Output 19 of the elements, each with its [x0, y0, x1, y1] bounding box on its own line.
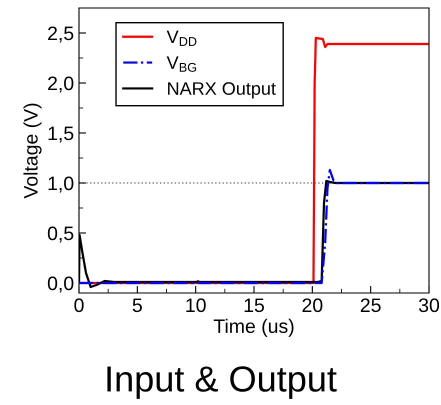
x-tick-label: 15 [244, 298, 264, 312]
y-tick-label: 2,0 [48, 76, 74, 93]
y-tick-label: 0,5 [48, 226, 74, 243]
x-tick-label: 25 [360, 298, 381, 312]
y-tick-label: 1,5 [48, 126, 74, 143]
x-tick-label: 10 [186, 298, 206, 312]
legend-label: V$_{DD}$ [166, 30, 196, 46]
x-tick-label: 30 [418, 298, 440, 312]
y-tick-label: 0,0 [48, 276, 74, 293]
legend-label: V$_{BG}$ [166, 56, 196, 72]
y-tick-label: 1,0 [48, 176, 74, 193]
x-tick-label: 0 [74, 298, 84, 312]
text: Input & Output [107, 366, 337, 399]
x-tick-label: 5 [132, 298, 142, 312]
y-tick-label: 2,5 [48, 26, 74, 43]
legend-label: NARX Output [168, 82, 276, 98]
x-axis-title: Time (us) [214, 318, 294, 337]
y-axis-title: Voltage (V) [23, 104, 42, 199]
x-tick-label: 20 [302, 298, 322, 312]
